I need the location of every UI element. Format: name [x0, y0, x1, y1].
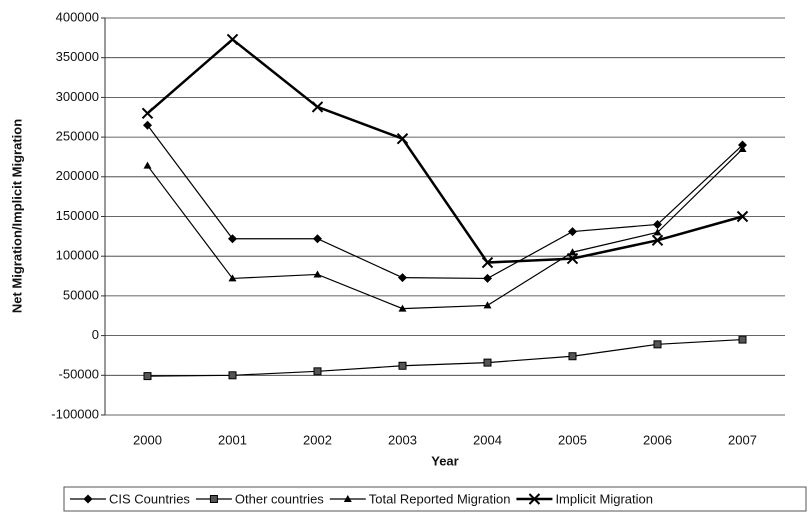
marker	[528, 493, 541, 505]
y-tick-label: 300000	[56, 89, 99, 104]
series-line	[147, 124, 743, 280]
legend-item: Other countries	[195, 491, 324, 506]
series-line	[147, 148, 743, 310]
legend-label: Other countries	[235, 491, 324, 506]
marker	[228, 234, 237, 244]
marker	[228, 371, 237, 380]
legend-label: Implicit Migration	[555, 491, 653, 506]
x-tick-label: 2005	[558, 432, 587, 447]
legend-label: CIS Countries	[109, 491, 190, 506]
y-tick-label: 0	[92, 327, 99, 342]
marker	[313, 367, 322, 376]
marker	[311, 101, 324, 113]
marker	[398, 361, 407, 370]
marker	[396, 132, 409, 145]
marker	[653, 228, 662, 236]
marker	[738, 145, 747, 153]
marker	[566, 252, 579, 265]
marker	[143, 161, 152, 169]
marker	[651, 234, 664, 247]
legend-item: Implicit Migration	[516, 491, 653, 506]
marker	[653, 340, 662, 349]
x-tick-label: 2000	[133, 432, 162, 447]
marker	[313, 234, 322, 244]
marker	[228, 274, 237, 282]
y-tick-label: 400000	[56, 9, 99, 24]
y-tick-label: 250000	[56, 129, 99, 144]
marker	[226, 33, 239, 46]
series-line	[147, 338, 743, 377]
marker	[483, 301, 492, 309]
legend-item: Total Reported Migration	[329, 491, 511, 506]
series-line	[146, 37, 743, 264]
x-tick-label: 2007	[728, 432, 757, 447]
x-tick-label: 2001	[218, 432, 247, 447]
y-tick-label: 50000	[63, 287, 99, 302]
marker	[143, 372, 152, 381]
marker	[483, 273, 492, 283]
marker	[209, 495, 218, 503]
y-tick-label: 100000	[56, 248, 99, 263]
y-tick-label: 350000	[56, 49, 99, 64]
marker	[653, 219, 662, 229]
x-tick-label: 2003	[388, 432, 417, 447]
marker	[483, 358, 492, 367]
marker	[481, 256, 494, 269]
legend-item: CIS Countries	[70, 491, 190, 506]
y-axis-label: Net Migration/Implicit Migration	[9, 119, 24, 313]
marker	[736, 210, 749, 223]
legend-label: Total Reported Migration	[369, 491, 511, 506]
marker	[83, 494, 93, 504]
marker	[141, 107, 154, 119]
marker	[398, 273, 407, 283]
y-tick-label: -100000	[51, 406, 99, 421]
marker	[568, 227, 577, 237]
x-tick-label: 2002	[303, 432, 332, 447]
y-tick-label: -50000	[59, 367, 99, 382]
y-tick-label: 150000	[56, 208, 99, 223]
marker	[143, 120, 152, 130]
marker	[398, 304, 407, 312]
marker	[738, 335, 747, 344]
x-tick-label: 2004	[473, 432, 502, 447]
x-tick-label: 2006	[643, 432, 672, 447]
marker	[568, 352, 577, 361]
x-axis-label: Year	[431, 453, 458, 468]
marker	[343, 495, 352, 502]
marker	[313, 270, 322, 278]
marker	[568, 248, 577, 256]
y-tick-label: 200000	[56, 168, 99, 183]
legend-box	[63, 486, 807, 512]
